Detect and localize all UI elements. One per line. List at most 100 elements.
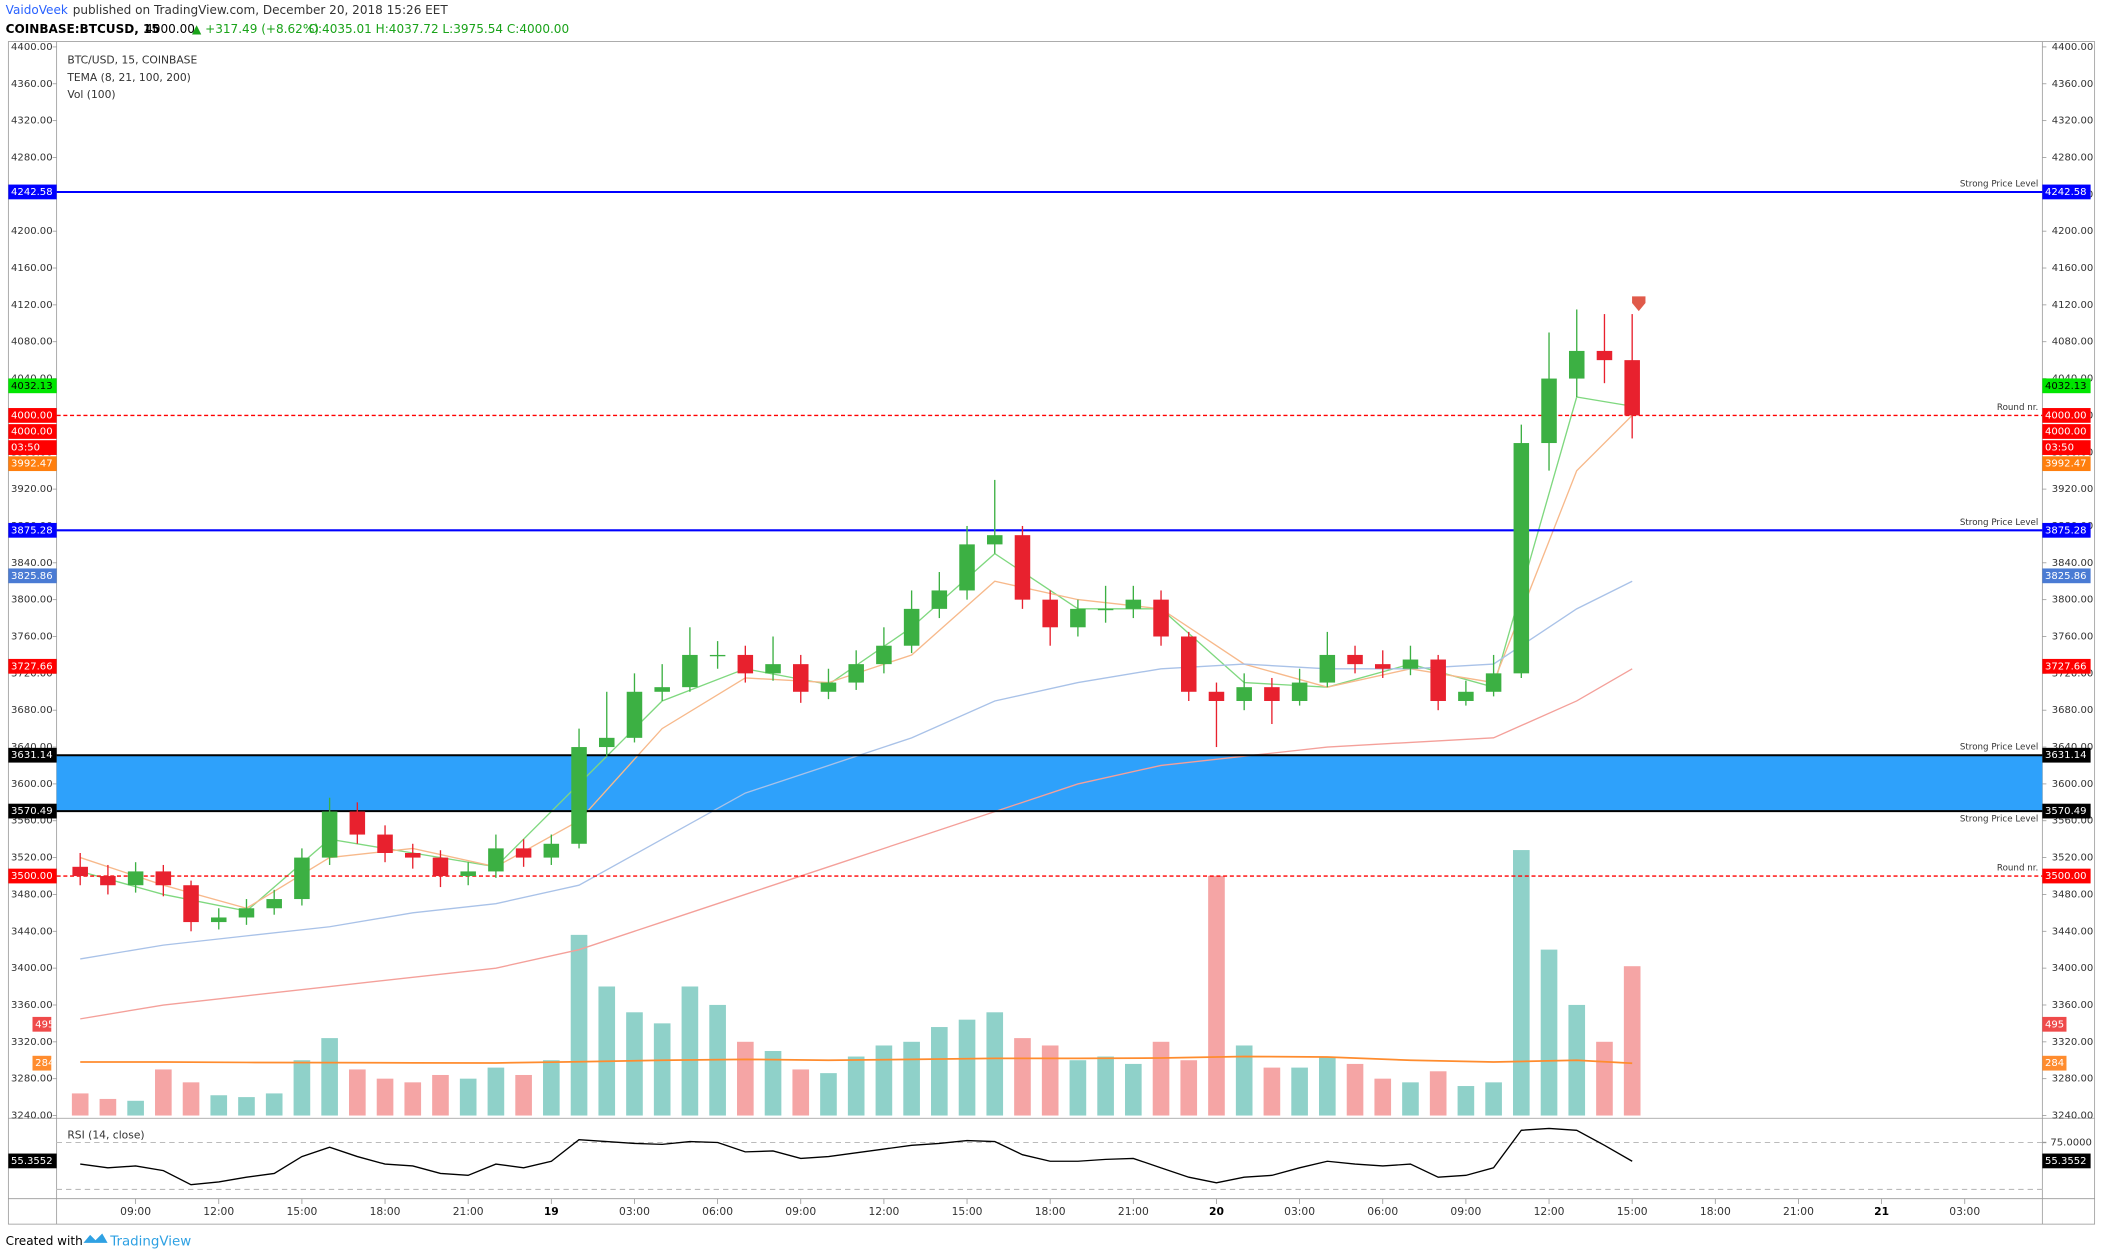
price-tag [2042,658,2091,674]
y-tick-label: 3400.00 [11,963,53,974]
volume-bar [543,1060,560,1116]
y-tick-label: 3520.00 [11,853,53,864]
level-label: Strong Price Level [1960,743,2038,753]
candle-body [709,654,726,657]
volume-bar [820,1073,837,1116]
volume-bar [515,1074,532,1116]
candle-body [1180,636,1197,692]
price-tag-label: 3500.00 [11,871,53,882]
price-tag-label: 3825.86 [11,571,53,582]
sell-marker [1632,296,1646,312]
candle-body [321,811,338,858]
candle-body [1014,535,1031,600]
rsi-title: RSI (14, close) [67,1129,144,1142]
y-tick-label: 4320.00 [11,116,53,127]
y-tick-label: 3600.00 [2052,779,2094,790]
x-tick-label: 21:00 [1783,1205,1814,1218]
candle-body [1125,599,1142,609]
candle-body [1208,691,1225,701]
level-label: Round nr. [1997,403,2038,413]
candle-body [1347,654,1363,665]
rsi-line [80,1127,1633,1186]
price-tag [8,424,57,439]
volume-bar [71,1093,89,1116]
price-tag-label: 3570.49 [11,806,53,817]
volume-tag-label: 284 [2045,1058,2064,1069]
x-tick-label: 15:00 [286,1205,317,1218]
volume-bar [1429,1071,1447,1116]
x-tick-label: 18:00 [1035,1205,1066,1218]
candle-body [876,645,892,665]
volume-bar [1041,1045,1059,1116]
candle-body [1042,599,1058,628]
volume-bar [459,1078,477,1116]
y-tick-label: 4120.00 [11,300,53,311]
volume-bar [1374,1078,1392,1116]
volume-bar [432,1074,449,1116]
y-tick-label: 4160.00 [2052,263,2094,274]
candle-body [100,876,116,886]
candle-body [127,871,144,886]
x-tick-label: 12:00 [868,1205,899,1218]
price-tag [2042,424,2091,439]
price-tag-label: 4000.00 [11,410,53,421]
plot: 4400.00 4400.00 4360.00 4360.00 4320.00 4320.… [8,42,2093,1218]
price-tag [2042,568,2091,584]
volume-bar [875,1045,893,1116]
y-tick-label: 4280.00 [11,152,53,163]
candle-body [155,871,172,886]
volume-bar [931,1027,948,1116]
published: published on TradingView.com, December 2… [73,3,449,17]
tema-line [80,414,1633,909]
candle-body [792,664,809,692]
footer-brand[interactable]: TradingView [109,1235,191,1250]
candle-body [1458,691,1474,701]
volume-bar [792,1069,810,1116]
volume-bar [1097,1056,1114,1116]
candle-body [349,811,366,835]
price-tag-label: 3631.14 [2045,750,2087,761]
price-tag-label: 03:50 [11,443,40,454]
volume-bar [155,1069,172,1116]
price-tag [8,803,57,819]
author[interactable]: VaidoVeek [6,3,68,17]
y-tick-label: 4200.00 [11,226,53,237]
volume-tag [2042,1016,2067,1032]
y-tick-label: 3920.00 [11,484,53,495]
price-tag-label: 3727.66 [11,661,53,672]
candle-body [1485,673,1502,692]
candle-body [1291,682,1308,701]
y-tick-label: 3480.00 [11,889,53,900]
volume-bar [1402,1082,1419,1116]
candle-body [848,664,864,683]
candle-body [1153,599,1169,637]
price-tag [8,440,57,455]
x-tick-label: 03:00 [619,1205,650,1218]
y-tick-label: 3840.00 [11,558,53,569]
volume-tag-label: 495 [35,1019,54,1030]
candle-body [959,544,975,591]
candle-body [1541,378,1557,444]
level-label: Round nr. [1997,863,2038,873]
price-zone [56,755,2043,812]
volume-bar [127,1100,144,1116]
y-tick-label: 4400.00 [11,42,53,53]
y-tick-label: 3720.00 [11,668,53,679]
volume-bar [404,1082,422,1116]
price-tag [2042,184,2091,200]
y-tick-label: 3560.00 [11,816,53,827]
candle-body [765,664,781,674]
y-tick-label: 3440.00 [11,926,53,937]
volume-tag [2042,1055,2067,1071]
volume-bar [681,986,699,1116]
y-tick-label: 3640.00 [2052,742,2094,753]
rsi-tick-label: 75.0000 [2050,1137,2092,1148]
y-tick-label: 3760.00 [2052,632,2094,643]
y-tick-label: 3280.00 [2052,1074,2094,1085]
candle-body [1070,608,1086,628]
volume-bar [1208,875,1225,1116]
volume-bar [1069,1060,1087,1116]
volume-bar [265,1093,283,1116]
candle-body [1568,350,1585,379]
